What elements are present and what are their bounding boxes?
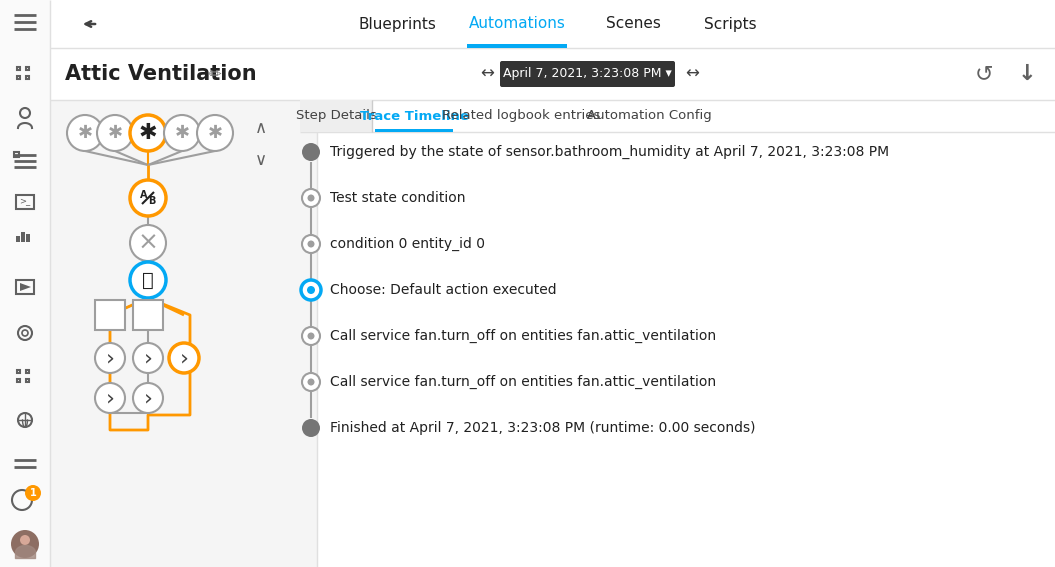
Text: Scenes: Scenes [606, 16, 660, 32]
Circle shape [133, 383, 164, 413]
Circle shape [307, 379, 314, 386]
Circle shape [302, 143, 320, 161]
Bar [300, 100, 372, 132]
Text: 1: 1 [30, 488, 36, 498]
Text: ›: › [179, 348, 189, 368]
Text: ↔: ↔ [480, 65, 494, 83]
Circle shape [307, 240, 314, 248]
Bar [467, 44, 567, 48]
Text: ✱: ✱ [77, 124, 93, 142]
Circle shape [20, 535, 30, 545]
Circle shape [301, 280, 321, 300]
Text: Call service fan.turn_off on entities fan.attic_ventilation: Call service fan.turn_off on entities fa… [330, 329, 716, 343]
Text: ∧: ∧ [255, 119, 267, 137]
Bar [25, 370, 28, 373]
Bar [21, 232, 25, 242]
Circle shape [307, 332, 314, 340]
Text: ›: › [143, 348, 153, 368]
Polygon shape [20, 283, 31, 291]
Circle shape [302, 235, 320, 253]
Text: ›: › [143, 388, 153, 408]
Bar [50, 0, 1055, 48]
Text: ›: › [106, 388, 115, 408]
Bar [25, 75, 28, 78]
Bar [17, 370, 19, 373]
Circle shape [302, 189, 320, 207]
Text: ×: × [137, 231, 158, 255]
Circle shape [169, 343, 199, 373]
Text: ↺: ↺ [975, 64, 994, 84]
Text: ⑂: ⑂ [142, 270, 154, 290]
Text: ✱: ✱ [208, 124, 223, 142]
Bar [25, 66, 28, 70]
Text: Automations: Automations [468, 16, 565, 32]
Text: Triggered by the state of sensor.bathroom_humidity at April 7, 2021, 3:23:08 PM: Triggered by the state of sensor.bathroo… [330, 145, 889, 159]
Circle shape [95, 383, 124, 413]
Bar [375, 129, 453, 132]
Bar [16, 280, 34, 294]
Text: Automation Config: Automation Config [587, 109, 711, 122]
Text: ✱: ✱ [108, 124, 122, 142]
Circle shape [11, 530, 39, 558]
Circle shape [68, 115, 103, 151]
Bar [26, 234, 30, 242]
Text: condition 0 entity_id 0: condition 0 entity_id 0 [330, 237, 485, 251]
Circle shape [307, 194, 314, 201]
Text: ∨: ∨ [255, 151, 267, 169]
Bar [16, 195, 34, 209]
Text: B: B [149, 196, 156, 206]
Text: ›: › [106, 348, 115, 368]
Text: Step Details: Step Details [295, 109, 377, 122]
Text: Test state condition: Test state condition [330, 191, 465, 205]
Bar [17, 75, 19, 78]
Text: Choose: Default action executed: Choose: Default action executed [330, 283, 557, 297]
Bar [0, 0, 50, 567]
Circle shape [302, 327, 320, 345]
Text: Scripts: Scripts [704, 16, 756, 32]
Text: April 7, 2021, 3:23:08 PM ▾: April 7, 2021, 3:23:08 PM ▾ [502, 67, 671, 81]
Text: ↔: ↔ [685, 65, 698, 83]
Circle shape [133, 343, 164, 373]
Bar [50, 100, 316, 567]
Text: ✱: ✱ [138, 123, 157, 143]
Text: Attic Ventilation: Attic Ventilation [65, 64, 256, 84]
Text: A: A [140, 190, 148, 200]
Bar [50, 48, 1055, 100]
Text: Call service fan.turn_off on entities fan.attic_ventilation: Call service fan.turn_off on entities fa… [330, 375, 716, 389]
Circle shape [95, 343, 124, 373]
Bar [25, 379, 28, 382]
Circle shape [197, 115, 233, 151]
Circle shape [130, 262, 166, 298]
Circle shape [25, 485, 41, 501]
Text: Related logbook entries: Related logbook entries [442, 109, 600, 122]
Bar [95, 300, 124, 330]
Circle shape [130, 180, 166, 216]
Bar [133, 300, 164, 330]
Text: >_: >_ [19, 197, 31, 206]
Circle shape [130, 225, 166, 261]
Circle shape [307, 286, 315, 294]
Circle shape [97, 115, 133, 151]
Circle shape [302, 373, 320, 391]
Text: Blueprints: Blueprints [358, 16, 436, 32]
Text: ✏: ✏ [209, 66, 222, 82]
Circle shape [130, 115, 166, 151]
Circle shape [164, 115, 200, 151]
Text: ✱: ✱ [174, 124, 190, 142]
Text: ↓: ↓ [1018, 64, 1036, 84]
Bar [14, 152, 19, 157]
Bar [17, 379, 19, 382]
Text: Finished at April 7, 2021, 3:23:08 PM (runtime: 0.00 seconds): Finished at April 7, 2021, 3:23:08 PM (r… [330, 421, 755, 435]
Bar [16, 236, 20, 242]
Text: Trace Timeline: Trace Timeline [360, 109, 468, 122]
Bar [17, 66, 19, 70]
FancyBboxPatch shape [500, 61, 675, 87]
Circle shape [302, 419, 320, 437]
